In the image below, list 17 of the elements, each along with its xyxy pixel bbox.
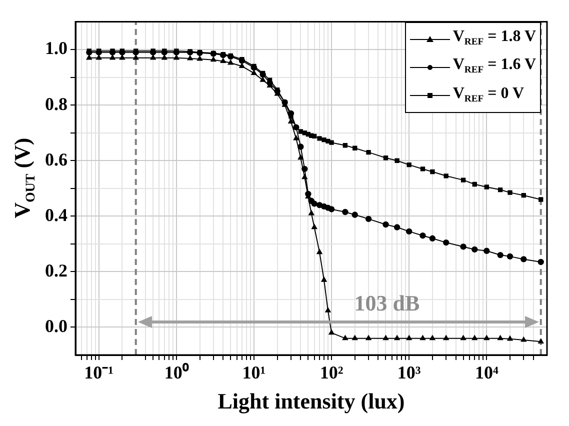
y-tick-label: 0.2	[45, 260, 68, 280]
y-tick-label: 0.8	[45, 94, 68, 114]
x-tick-label: 10⁻¹	[84, 362, 114, 382]
legend-label: V$_{REF}$ = 1.6 V	[452, 55, 536, 78]
y-tick-label: 1.0	[45, 38, 68, 58]
annotation: 103 dB	[354, 290, 420, 316]
x-tick-label: 10⁰	[164, 362, 190, 382]
x-tick-label: 10²	[320, 362, 344, 382]
x-tick-label: 10³	[397, 362, 422, 382]
y-tick-label: 0.4	[45, 204, 68, 225]
legend-label: V$_{REF}$ = 0 V	[452, 84, 524, 106]
legend-label: V$_{REF}$ = 1.8 V	[452, 27, 536, 50]
y-tick-label: 0.6	[45, 149, 68, 170]
x-tick-label: 10⁴	[474, 362, 499, 382]
y-tick-label: 0.0	[45, 316, 68, 336]
x-tick-label: 10¹	[242, 362, 266, 382]
x-axis-title: Light intensity (lux)	[218, 388, 405, 414]
